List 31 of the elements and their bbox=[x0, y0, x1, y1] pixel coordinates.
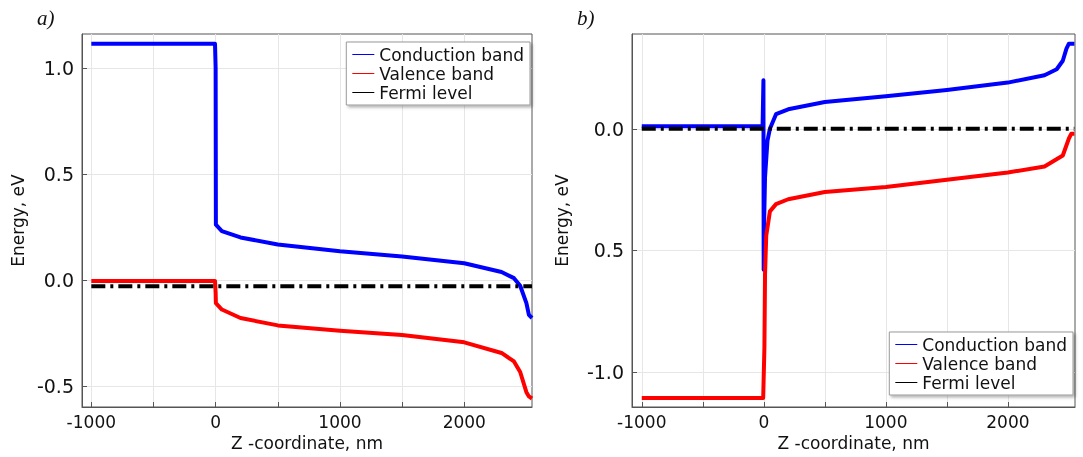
line-series bbox=[639, 131, 1077, 401]
legend-label: Fermi level bbox=[922, 372, 1016, 393]
y-tick-label: -0.5 bbox=[36, 374, 74, 397]
y-tick-label: 0.0 bbox=[593, 117, 624, 140]
legend-label: Conduction band bbox=[922, 334, 1067, 355]
y-tick-label: -1.0 bbox=[586, 360, 624, 383]
legend-label: Valence band bbox=[379, 63, 494, 84]
y-axis-title: Energy, eV bbox=[7, 173, 28, 267]
x-tick-label: -1000 bbox=[66, 411, 117, 432]
y-tick-label: 0.0 bbox=[43, 268, 74, 291]
y-tick-label: 0.5 bbox=[593, 239, 624, 262]
x-tick-label: 1000 bbox=[864, 411, 908, 432]
x-tick-label: 2000 bbox=[986, 411, 1030, 432]
x-tick-label: 0 bbox=[758, 411, 770, 432]
x-tick-label: 2000 bbox=[442, 411, 486, 432]
chart-title: a) bbox=[37, 5, 55, 30]
x-tick-label: 1000 bbox=[318, 411, 362, 432]
y-axis-title: Energy, eV bbox=[551, 173, 572, 267]
y-tick-label: 0.5 bbox=[43, 162, 74, 185]
legend-label: Fermi level bbox=[379, 82, 473, 103]
x-axis-title: Z -coordinate, nm bbox=[777, 433, 930, 454]
line-series bbox=[89, 278, 534, 401]
line-series bbox=[639, 41, 1077, 272]
x-tick-label: 0 bbox=[210, 411, 222, 432]
line-series bbox=[89, 41, 534, 320]
x-tick-label: -1000 bbox=[617, 411, 667, 432]
legend-label: Valence band bbox=[922, 353, 1037, 374]
x-axis-title: Z -coordinate, nm bbox=[231, 433, 383, 454]
chart-title: b) bbox=[577, 5, 595, 30]
y-tick-label: 1.0 bbox=[43, 56, 74, 79]
legend-label: Conduction band bbox=[379, 44, 524, 65]
